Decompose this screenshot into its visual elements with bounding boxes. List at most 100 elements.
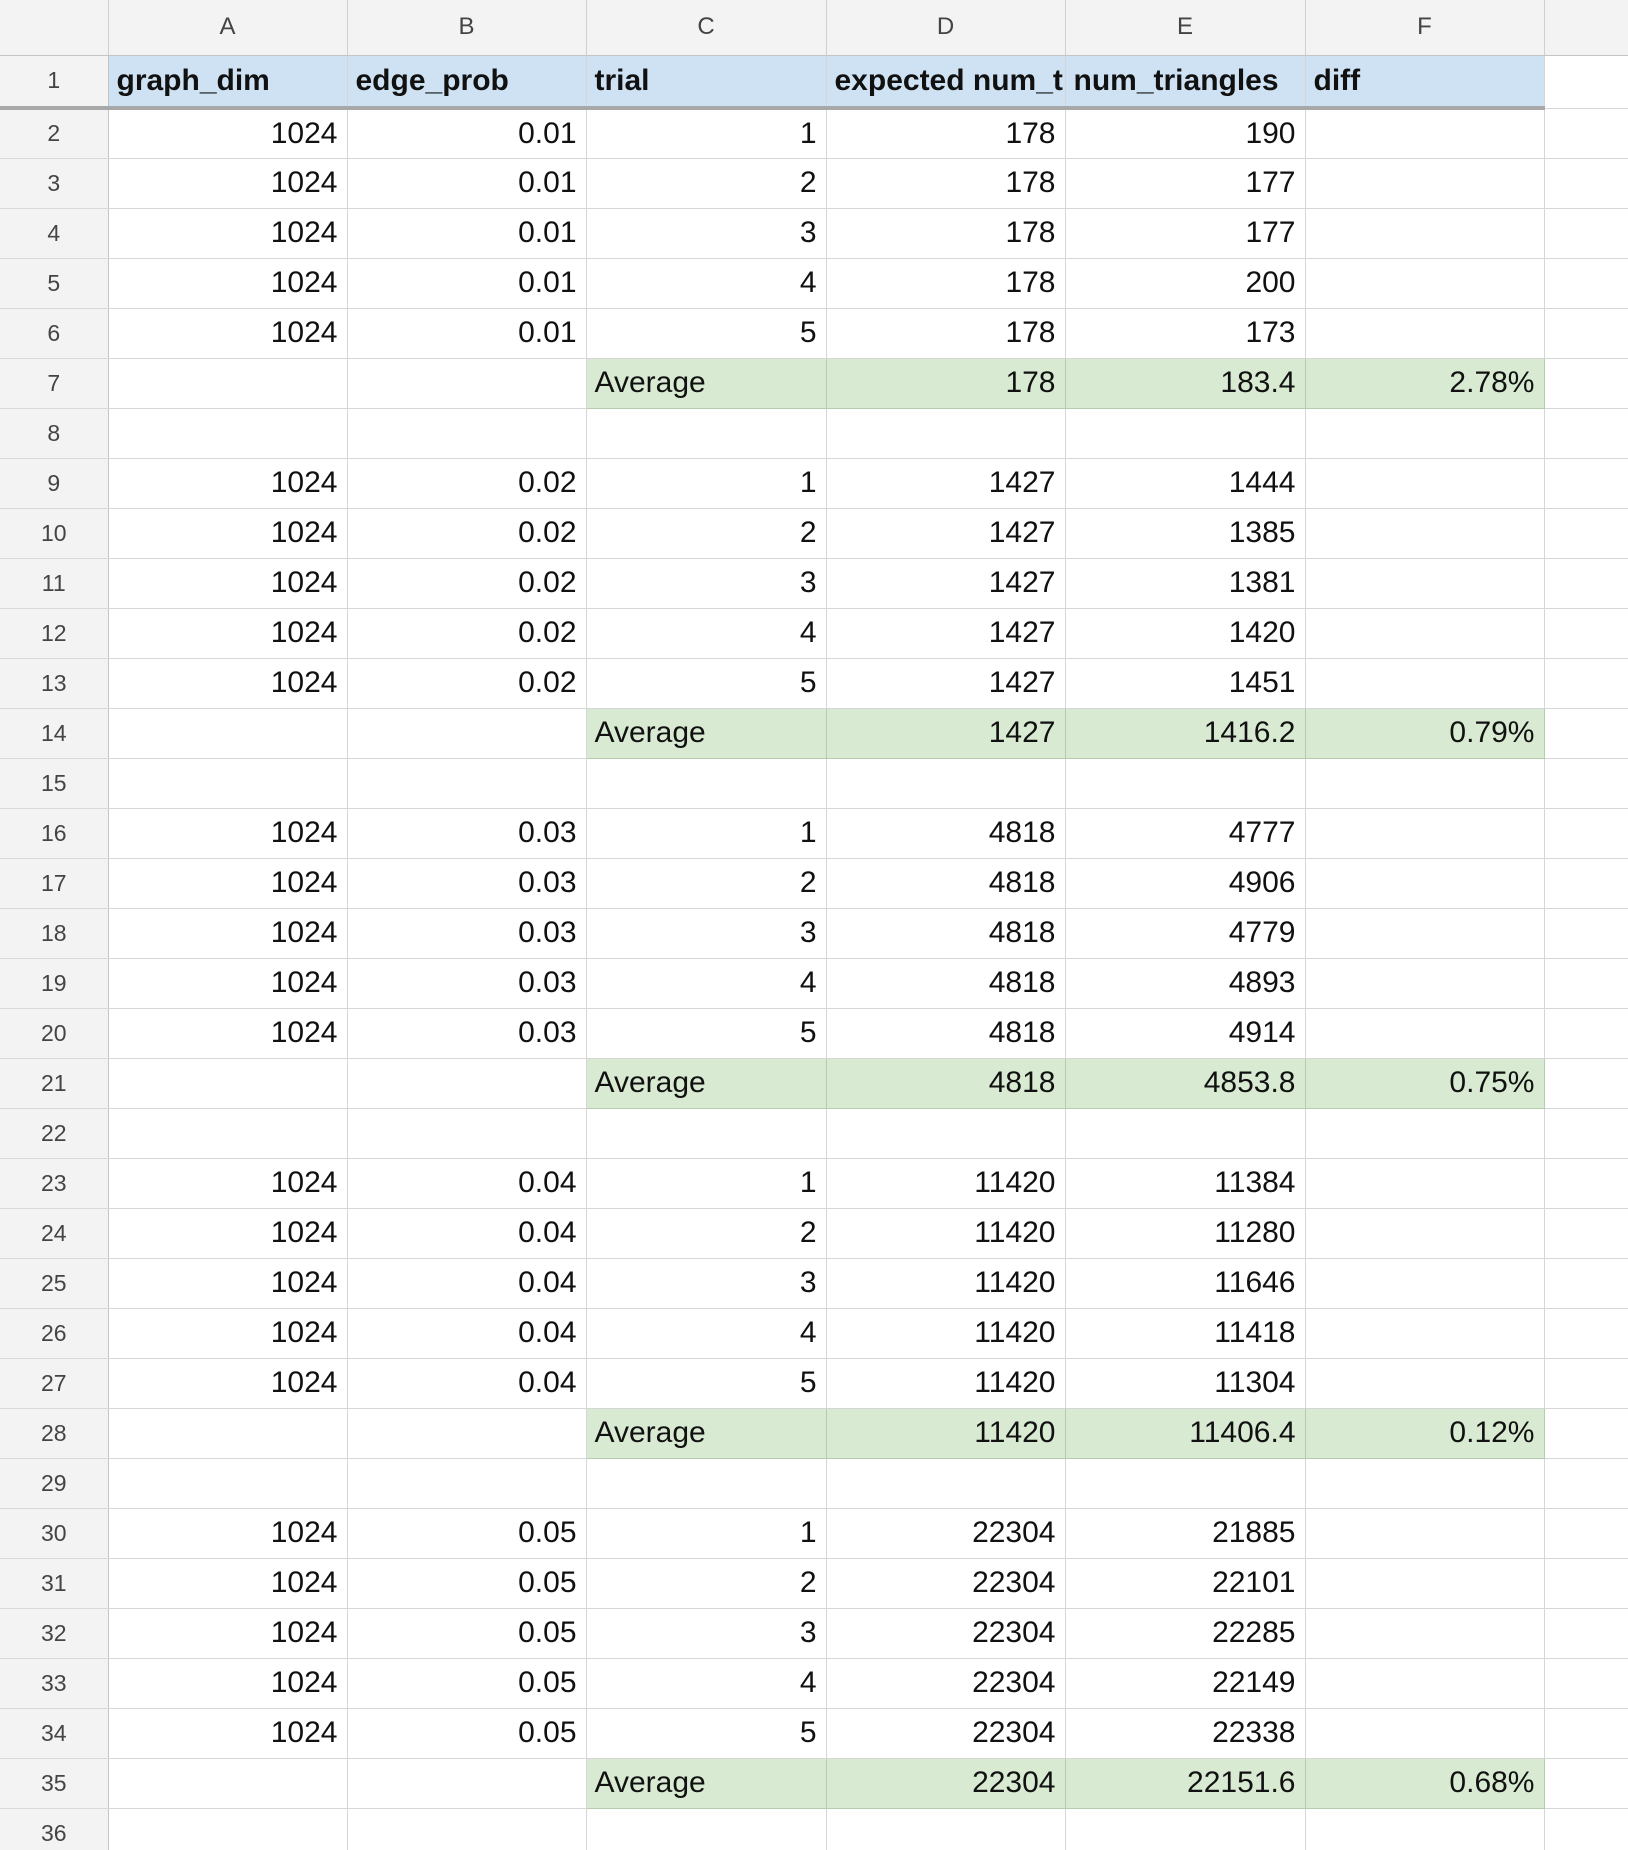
cell-edge-prob[interactable] — [347, 1108, 587, 1159]
empty-cell[interactable] — [1544, 1608, 1628, 1659]
cell-edge-prob[interactable]: 0.04 — [347, 1358, 587, 1409]
cell-diff[interactable] — [1305, 108, 1545, 159]
cell-diff[interactable] — [1305, 558, 1545, 609]
cell-expected-num-triangles[interactable]: 22304 — [826, 1708, 1066, 1759]
cell-graph-dim[interactable]: 1024 — [108, 1158, 348, 1209]
cell-graph-dim[interactable]: 1024 — [108, 1708, 348, 1759]
row-header[interactable]: 6 — [0, 308, 109, 359]
row-header[interactable]: 28 — [0, 1408, 109, 1459]
average-label-cell[interactable]: Average — [586, 1407, 827, 1459]
cell-trial[interactable]: 3 — [586, 1608, 827, 1659]
cell-graph-dim[interactable]: 1024 — [108, 1358, 348, 1409]
cell-graph-dim[interactable]: 1024 — [108, 1658, 348, 1709]
cell-expected-num-triangles[interactable]: 4818 — [826, 958, 1066, 1009]
row-header[interactable]: 2 — [0, 108, 109, 159]
cell-edge-prob[interactable] — [347, 1808, 587, 1850]
cell-num-triangles[interactable] — [1065, 1458, 1306, 1509]
cell-graph-dim[interactable] — [108, 1408, 348, 1459]
row-header[interactable]: 29 — [0, 1458, 109, 1509]
empty-cell[interactable] — [1544, 1208, 1628, 1259]
row-header[interactable]: 34 — [0, 1708, 109, 1759]
cell-num-triangles[interactable]: 11280 — [1065, 1208, 1306, 1259]
cell-num-triangles[interactable]: 22149 — [1065, 1658, 1306, 1709]
cell-trial[interactable]: 4 — [586, 258, 827, 309]
cell-diff[interactable] — [1305, 1208, 1545, 1259]
empty-cell[interactable] — [1544, 508, 1628, 559]
cell-edge-prob[interactable]: 0.05 — [347, 1658, 587, 1709]
cell-edge-prob[interactable]: 0.04 — [347, 1208, 587, 1259]
empty-cell[interactable] — [1544, 1658, 1628, 1709]
cell-graph-dim[interactable] — [108, 1808, 348, 1850]
cell-edge-prob[interactable]: 0.02 — [347, 658, 587, 709]
row-header[interactable]: 33 — [0, 1658, 109, 1709]
empty-cell[interactable] — [1544, 108, 1628, 159]
cell-diff[interactable] — [1305, 608, 1545, 659]
cell-expected-num-triangles[interactable]: 4818 — [826, 908, 1066, 959]
cell-num-triangles[interactable]: 1416.2 — [1065, 707, 1306, 759]
cell-expected-num-triangles[interactable]: 22304 — [826, 1508, 1066, 1559]
empty-cell[interactable] — [1544, 208, 1628, 259]
header-cell-expected-num-triangles[interactable]: expected num_t — [826, 55, 1066, 110]
cell-graph-dim[interactable]: 1024 — [108, 1308, 348, 1359]
row-header[interactable]: 14 — [0, 708, 109, 759]
cell-edge-prob[interactable] — [347, 408, 587, 459]
column-header-g[interactable] — [1544, 0, 1628, 56]
cell-expected-num-triangles[interactable]: 178 — [826, 258, 1066, 309]
row-header[interactable]: 12 — [0, 608, 109, 659]
empty-cell[interactable] — [1544, 608, 1628, 659]
cell-expected-num-triangles[interactable]: 22304 — [826, 1658, 1066, 1709]
header-cell-diff[interactable]: diff — [1305, 55, 1545, 110]
cell-diff[interactable]: 0.79% — [1305, 707, 1545, 759]
header-cell-trial[interactable]: trial — [586, 55, 827, 110]
cell-diff[interactable] — [1305, 1458, 1545, 1509]
cell-edge-prob[interactable]: 0.05 — [347, 1508, 587, 1559]
cell-expected-num-triangles[interactable]: 22304 — [826, 1608, 1066, 1659]
cell-graph-dim[interactable] — [108, 358, 348, 409]
cell-trial[interactable]: 2 — [586, 158, 827, 209]
cell-trial[interactable]: 3 — [586, 208, 827, 259]
cell-graph-dim[interactable] — [108, 708, 348, 759]
empty-cell[interactable] — [1544, 1108, 1628, 1159]
row-header[interactable]: 26 — [0, 1308, 109, 1359]
cell-num-triangles[interactable]: 22285 — [1065, 1608, 1306, 1659]
cell-diff[interactable] — [1305, 1008, 1545, 1059]
cell-diff[interactable] — [1305, 958, 1545, 1009]
cell-expected-num-triangles[interactable]: 4818 — [826, 808, 1066, 859]
cell-diff[interactable] — [1305, 208, 1545, 259]
cell-expected-num-triangles[interactable] — [826, 1808, 1066, 1850]
cell-graph-dim[interactable]: 1024 — [108, 1208, 348, 1259]
cell-expected-num-triangles[interactable]: 178 — [826, 108, 1066, 159]
cell-diff[interactable] — [1305, 1608, 1545, 1659]
cell-edge-prob[interactable]: 0.05 — [347, 1558, 587, 1609]
cell-graph-dim[interactable]: 1024 — [108, 658, 348, 709]
cell-num-triangles[interactable]: 11406.4 — [1065, 1407, 1306, 1459]
cell-trial[interactable]: 3 — [586, 908, 827, 959]
cell-trial[interactable]: 4 — [586, 958, 827, 1009]
cell-diff[interactable] — [1305, 908, 1545, 959]
cell-edge-prob[interactable]: 0.04 — [347, 1158, 587, 1209]
cell-diff[interactable]: 0.12% — [1305, 1407, 1545, 1459]
cell-graph-dim[interactable]: 1024 — [108, 958, 348, 1009]
empty-cell[interactable] — [1544, 408, 1628, 459]
cell-expected-num-triangles[interactable]: 1427 — [826, 508, 1066, 559]
cell-edge-prob[interactable]: 0.04 — [347, 1258, 587, 1309]
select-all-corner[interactable] — [0, 0, 109, 56]
empty-cell[interactable] — [1544, 358, 1628, 409]
cell-num-triangles[interactable]: 183.4 — [1065, 357, 1306, 409]
cell-graph-dim[interactable]: 1024 — [108, 908, 348, 959]
cell-expected-num-triangles[interactable]: 22304 — [826, 1757, 1066, 1809]
cell-num-triangles[interactable]: 21885 — [1065, 1508, 1306, 1559]
header-cell-graph-dim[interactable]: graph_dim — [108, 55, 348, 110]
cell-edge-prob[interactable] — [347, 1758, 587, 1809]
cell-diff[interactable]: 2.78% — [1305, 357, 1545, 409]
empty-cell[interactable] — [1544, 1708, 1628, 1759]
cell-trial[interactable]: 2 — [586, 1208, 827, 1259]
cell-edge-prob[interactable]: 0.01 — [347, 108, 587, 159]
cell-trial[interactable]: 5 — [586, 658, 827, 709]
cell-num-triangles[interactable]: 22338 — [1065, 1708, 1306, 1759]
cell-graph-dim[interactable]: 1024 — [108, 858, 348, 909]
cell-diff[interactable] — [1305, 458, 1545, 509]
cell-num-triangles[interactable]: 22151.6 — [1065, 1757, 1306, 1809]
empty-cell[interactable] — [1544, 808, 1628, 859]
empty-cell[interactable] — [1544, 1808, 1628, 1850]
